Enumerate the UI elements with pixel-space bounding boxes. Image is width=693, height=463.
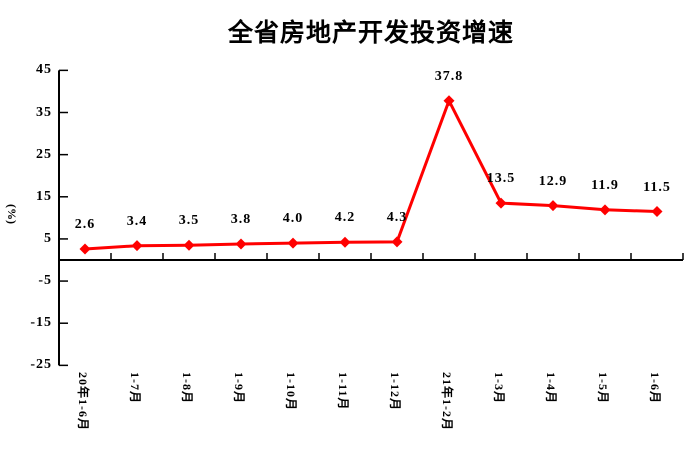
series-marker bbox=[339, 236, 351, 248]
series-marker bbox=[79, 243, 91, 255]
data-point-label: 4.3 bbox=[386, 210, 408, 225]
x-tick-label: 1-12月 bbox=[388, 372, 402, 411]
y-tick-label: 5 bbox=[44, 231, 52, 246]
x-tick-label: 1-10月 bbox=[284, 372, 298, 411]
series-marker bbox=[495, 197, 507, 209]
data-point-label: 11.5 bbox=[643, 180, 671, 195]
series-marker bbox=[547, 200, 559, 212]
y-tick-label: -15 bbox=[30, 315, 52, 330]
data-point-label: 11.9 bbox=[591, 178, 619, 193]
data-point-label: 3.5 bbox=[178, 213, 200, 228]
data-point-label: 3.4 bbox=[126, 214, 148, 229]
x-tick-label: 1-7月 bbox=[128, 372, 142, 404]
series-marker bbox=[183, 239, 195, 251]
x-tick-label: 1-11月 bbox=[336, 372, 350, 411]
data-point-label: 12.9 bbox=[538, 174, 568, 189]
data-point-label: 4.0 bbox=[282, 211, 304, 226]
x-tick-label: 21年1-2月 bbox=[440, 372, 454, 431]
x-tick-label: 1-8月 bbox=[180, 372, 194, 404]
x-tick-label: 1-4月 bbox=[544, 372, 558, 404]
data-point-label: 4.2 bbox=[334, 210, 356, 225]
data-point-label: 13.5 bbox=[486, 171, 516, 186]
chart-title: 全省房地产开发投资增速 bbox=[227, 20, 514, 47]
series-marker bbox=[599, 204, 611, 216]
y-tick-label: 45 bbox=[36, 62, 52, 77]
series-marker bbox=[651, 206, 663, 218]
x-tick-label: 20年1-6月 bbox=[76, 372, 90, 431]
series-marker bbox=[391, 236, 403, 248]
data-point-label: 37.8 bbox=[434, 69, 464, 84]
data-point-label: 2.6 bbox=[74, 217, 96, 232]
y-tick-label: 35 bbox=[36, 105, 52, 120]
series-marker bbox=[443, 95, 455, 107]
y-tick-label: -5 bbox=[38, 273, 52, 288]
series-line bbox=[84, 96, 658, 251]
x-tick-label: 1-5月 bbox=[596, 372, 610, 404]
x-tick-label: 1-6月 bbox=[648, 372, 662, 404]
x-tick-label: 1-3月 bbox=[492, 372, 506, 404]
x-tick-label: 1-9月 bbox=[232, 372, 246, 404]
series-marker bbox=[131, 240, 143, 252]
data-point-label: 3.8 bbox=[230, 212, 252, 227]
y-tick-label: 15 bbox=[36, 189, 52, 204]
series-marker bbox=[235, 238, 247, 250]
series-marker bbox=[287, 237, 299, 249]
y-tick-label: -25 bbox=[30, 357, 52, 372]
y-tick-label: 25 bbox=[36, 147, 52, 162]
